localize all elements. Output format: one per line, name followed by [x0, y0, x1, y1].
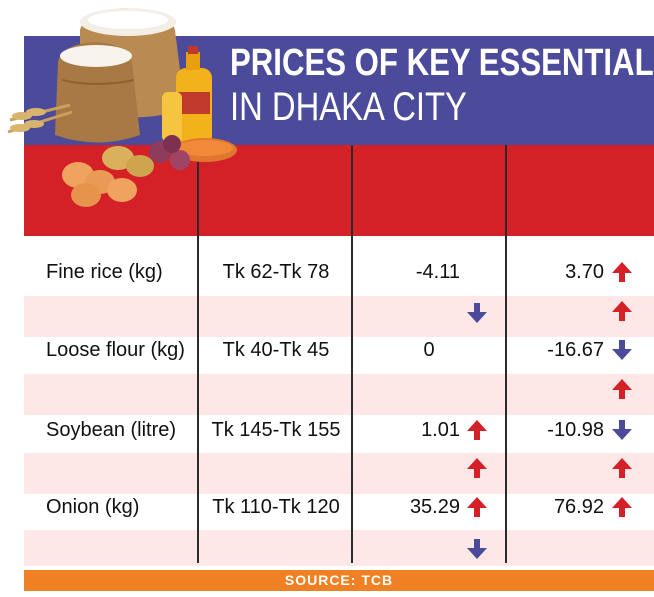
up-arrow-shape	[467, 458, 487, 478]
up-arrow-shape	[612, 458, 632, 478]
change-1-value: 35.29	[409, 496, 460, 518]
up-arrow-shape	[612, 301, 632, 321]
column-divider	[505, 145, 507, 563]
down-arrow-shape	[467, 539, 487, 559]
down-arrow-icon	[612, 420, 632, 440]
change-2-value: -10.98	[547, 419, 604, 441]
up-arrow-shape	[612, 497, 632, 517]
item-name: Soybean (litre)	[46, 419, 177, 441]
down-arrow-shape	[467, 303, 487, 323]
price-range: Tk 145-Tk 155	[211, 419, 341, 441]
row-separator-band	[24, 530, 654, 566]
up-arrow-icon	[467, 497, 487, 517]
up-arrow-icon	[467, 458, 487, 478]
up-arrow-icon	[612, 262, 632, 282]
item-name: Fine rice (kg)	[46, 261, 163, 283]
column-divider	[197, 145, 199, 563]
item-name: Loose flour (kg)	[46, 339, 185, 361]
change-1-value: 0	[423, 339, 435, 361]
row-separator-band	[24, 296, 654, 337]
change-1-value: 1.01	[421, 419, 460, 441]
up-arrow-icon	[612, 301, 632, 321]
up-arrow-icon	[612, 497, 632, 517]
change-1-value: -4.11	[415, 261, 460, 283]
up-arrow-shape	[612, 379, 632, 399]
row-separator-band	[24, 453, 654, 494]
row-separator-band	[24, 374, 654, 415]
up-arrow-shape	[467, 420, 487, 440]
down-arrow-shape	[612, 340, 632, 360]
up-arrow-icon	[612, 379, 632, 399]
title-line-1: PRICES OF KEY ESSENTIALS	[230, 42, 654, 84]
column-divider	[351, 145, 353, 563]
source-footer: SOURCE: TCB	[24, 570, 654, 591]
down-arrow-icon	[467, 303, 487, 323]
down-arrow-shape	[612, 420, 632, 440]
change-2-value: 3.70	[565, 261, 604, 283]
up-arrow-shape	[467, 497, 487, 517]
down-arrow-icon	[467, 539, 487, 559]
price-range: Tk 110-Tk 120	[212, 496, 340, 518]
price-range: Tk 40-Tk 45	[222, 339, 330, 361]
down-arrow-icon	[612, 340, 632, 360]
up-arrow-shape	[612, 262, 632, 282]
change-2-value: -16.67	[547, 339, 604, 361]
item-name: Onion (kg)	[46, 496, 140, 518]
up-arrow-icon	[467, 420, 487, 440]
change-2-value: 76.92	[553, 496, 604, 518]
groceries-illustration-icon	[7, 8, 237, 207]
up-arrow-icon	[612, 458, 632, 478]
price-range: Tk 62-Tk 78	[222, 261, 330, 283]
title-line-2: IN DHAKA CITY	[230, 85, 467, 129]
